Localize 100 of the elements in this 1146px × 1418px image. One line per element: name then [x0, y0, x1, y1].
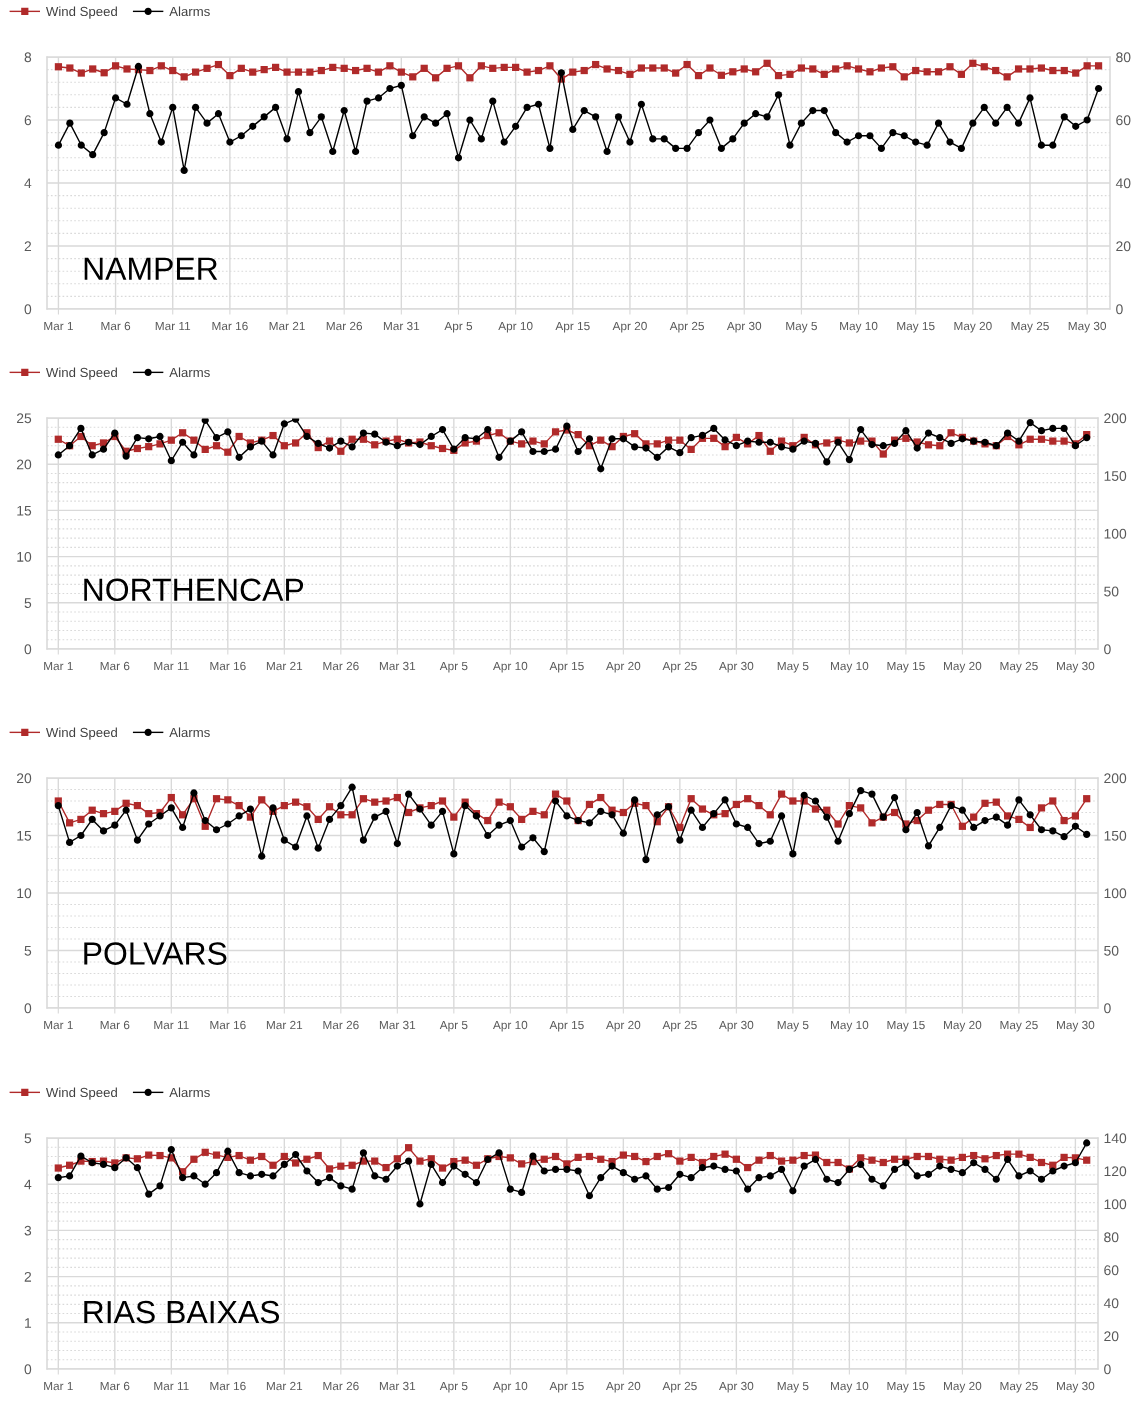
x-tick-label: Mar 16 — [210, 661, 246, 671]
y-tick-label: 0 — [24, 1364, 32, 1375]
x-tick-label: Apr 25 — [669, 321, 704, 333]
x-tick-label: Apr 15 — [555, 321, 590, 333]
y-tick-label: 25 — [16, 413, 32, 424]
x-tick-label: May 25 — [1000, 661, 1038, 673]
x-tick-label: Apr 30 — [726, 321, 762, 333]
x-tick-label: May 20 — [944, 1020, 982, 1032]
x-tick-label: Mar 1 — [44, 321, 73, 331]
x-tick-label: May 10 — [840, 321, 878, 333]
x-tick-label: Mar 16 — [210, 1020, 246, 1030]
legend-label: Wind Speed — [45, 367, 117, 380]
x-tick-label: Mar 11 — [154, 1381, 189, 1391]
x-tick-label: Apr 5 — [439, 661, 468, 673]
x-tick-label: May 30 — [1057, 1381, 1095, 1393]
x-tick-label: May 5 — [777, 1381, 809, 1393]
y-tick-label: 0 — [24, 644, 32, 655]
x-tick-label: Apr 20 — [605, 1020, 641, 1032]
y2-tick-label: 0 — [1116, 304, 1123, 315]
x-tick-label: Mar 21 — [269, 321, 305, 331]
x-tick-label: Mar 6 — [100, 1020, 130, 1030]
text: NAMPER — [84, 257, 218, 280]
x-tick-label: May 15 — [887, 1381, 925, 1393]
y-tick-label: 0 — [24, 304, 32, 315]
y-tick-label: 10 — [17, 888, 32, 899]
y2-tick-label: 140 — [1104, 1133, 1127, 1144]
legend-label: Alarms — [169, 367, 210, 378]
x-tick-label: May 25 — [1000, 1381, 1038, 1393]
x-tick-label: Mar 26 — [323, 1020, 359, 1030]
x-tick-label: Mar 26 — [326, 321, 363, 331]
x-tick-label: Mar 16 — [212, 321, 248, 331]
x-tick-label: Mar 31 — [383, 321, 420, 331]
x-tick-label: May 10 — [830, 661, 869, 673]
x-tick-label: Apr 15 — [549, 1381, 584, 1393]
x-tick-label: Apr 15 — [549, 1020, 584, 1032]
x-tick-label: May 15 — [897, 321, 935, 333]
x-tick-label: May 20 — [944, 1381, 982, 1393]
x-tick-label: May 15 — [887, 661, 925, 673]
y2-tick-label: 20 — [1104, 1331, 1119, 1342]
x-tick-label: Mar 6 — [100, 1381, 130, 1391]
x-tick-label: Apr 10 — [492, 1020, 528, 1032]
y2-tick-label: 200 — [1104, 413, 1127, 424]
x-tick-label: Mar 6 — [100, 661, 130, 671]
x-tick-label: Mar 16 — [210, 1381, 246, 1391]
y2-tick-label: 60 — [1104, 1265, 1119, 1276]
x-tick-label: Apr 5 — [439, 1381, 468, 1393]
text: POLVARS — [84, 942, 227, 965]
x-tick-label: Mar 11 — [154, 661, 189, 671]
x-tick-label: Mar 26 — [323, 661, 359, 671]
x-tick-label: Apr 30 — [719, 661, 754, 673]
x-tick-label: Apr 15 — [549, 661, 584, 673]
x-tick-label: Mar 21 — [266, 1020, 303, 1030]
y-tick-label: 2 — [24, 1271, 32, 1282]
y2-tick-label: 40 — [1103, 1298, 1119, 1309]
x-tick-label: Mar 31 — [379, 661, 416, 671]
x-tick-label: May 20 — [944, 661, 982, 673]
legend-label: Alarms — [169, 1087, 210, 1098]
x-tick-label: Apr 25 — [662, 1381, 697, 1393]
y2-tick-label: 0 — [1104, 644, 1111, 655]
legend-label: Wind Speed — [45, 6, 117, 19]
x-tick-label: May 10 — [830, 1381, 869, 1393]
x-tick-label: Apr 20 — [605, 661, 641, 673]
x-tick-label: Mar 11 — [155, 321, 191, 331]
x-tick-label: Mar 31 — [379, 1020, 416, 1030]
x-tick-label: Apr 10 — [498, 321, 533, 333]
y-tick-label: 2 — [24, 241, 32, 252]
x-tick-label: Mar 26 — [323, 1381, 359, 1391]
x-tick-label: Apr 20 — [612, 321, 647, 333]
x-tick-label: May 30 — [1068, 321, 1107, 333]
y2-tick-label: 60 — [1116, 115, 1131, 126]
x-tick-label: Mar 1 — [44, 1020, 73, 1030]
y-tick-label: 0 — [24, 1003, 32, 1014]
y-tick-label: 5 — [24, 598, 32, 608]
x-tick-label: Mar 11 — [154, 1020, 189, 1030]
y-tick-label: 8 — [24, 52, 32, 63]
x-tick-label: Apr 5 — [439, 1020, 468, 1032]
x-tick-label: Mar 31 — [379, 1381, 416, 1391]
y-tick-label: 5 — [24, 1133, 32, 1144]
y-tick-label: 4 — [24, 1179, 32, 1190]
y-tick-label: 15 — [17, 505, 32, 516]
x-tick-label: May 20 — [954, 321, 992, 333]
x-tick-label: May 10 — [830, 1020, 869, 1032]
x-tick-label: May 15 — [887, 1020, 925, 1032]
text: RIAS BAIXAS — [84, 1300, 280, 1324]
y2-tick-label: 0 — [1104, 1364, 1111, 1375]
y2-tick-label: 150 — [1104, 830, 1127, 841]
legend-label: Alarms — [169, 6, 210, 17]
y2-tick-label: 100 — [1104, 528, 1127, 539]
y2-tick-label: 100 — [1104, 888, 1127, 899]
y2-tick-label: 200 — [1104, 773, 1127, 784]
y-tick-label: 3 — [24, 1225, 32, 1236]
y-tick-label: 20 — [16, 459, 32, 470]
y-tick-label: 10 — [17, 551, 32, 562]
y2-tick-label: 80 — [1104, 1232, 1119, 1243]
x-tick-label: Apr 25 — [662, 661, 697, 673]
x-tick-label: May 30 — [1057, 661, 1095, 673]
x-tick-label: May 25 — [1000, 1020, 1038, 1032]
x-tick-label: Apr 10 — [492, 1381, 528, 1393]
legend-label: Wind Speed — [45, 727, 117, 740]
y-tick-label: 1 — [25, 1318, 32, 1328]
